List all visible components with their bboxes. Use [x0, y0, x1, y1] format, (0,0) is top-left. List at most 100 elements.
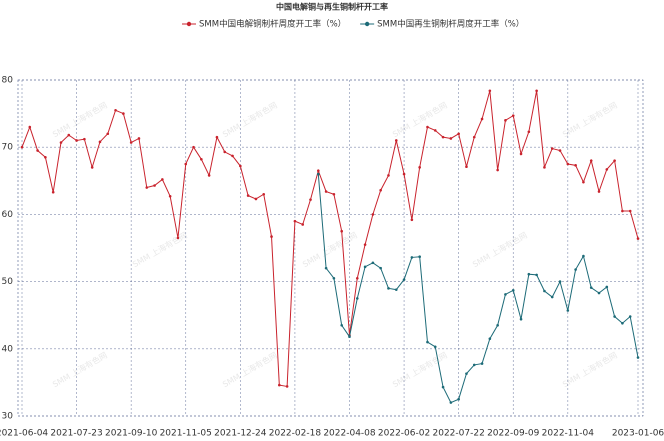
data-point — [332, 192, 336, 196]
data-point — [371, 213, 375, 216]
data-point — [324, 266, 328, 270]
data-point — [278, 383, 281, 387]
data-point — [441, 385, 445, 389]
data-point — [20, 145, 24, 149]
data-point — [270, 235, 273, 238]
watermark: SMM 上海有色网 — [471, 230, 529, 269]
data-point — [340, 323, 343, 327]
data-point — [379, 188, 382, 192]
series-line — [317, 174, 639, 404]
data-point — [262, 192, 266, 196]
data-point — [418, 255, 421, 259]
data-point — [114, 108, 117, 112]
data-point — [426, 340, 429, 344]
data-point — [535, 273, 538, 277]
data-point — [613, 159, 616, 162]
data-point — [83, 137, 86, 141]
data-point — [371, 261, 375, 265]
data-point — [480, 362, 484, 365]
legend-label: SMM中国再生铜制杆周度开工率（%） — [377, 19, 524, 30]
data-point — [145, 186, 149, 189]
watermark: SMM 上海有色网 — [221, 100, 279, 139]
data-point — [488, 89, 492, 93]
data-point — [75, 139, 78, 142]
data-point — [636, 356, 640, 359]
data-point — [340, 229, 343, 233]
x-tick-label: 2021-06-04 — [0, 429, 48, 439]
data-point — [558, 280, 562, 283]
x-tick-label: 2021-07-23 — [50, 429, 102, 439]
data-point — [317, 169, 320, 173]
data-point — [511, 114, 515, 117]
data-point — [200, 157, 203, 161]
data-point — [122, 112, 125, 115]
data-point — [106, 132, 110, 136]
data-point — [519, 317, 523, 321]
data-point — [597, 291, 601, 295]
data-point — [410, 218, 414, 222]
data-point — [176, 236, 180, 240]
data-point — [332, 276, 336, 280]
data-point — [488, 337, 492, 341]
data-point — [161, 178, 164, 181]
data-point — [363, 243, 367, 246]
data-point — [566, 162, 570, 166]
x-tick-label: 2022-07-22 — [433, 429, 485, 439]
data-point — [433, 345, 437, 349]
data-point — [324, 190, 328, 193]
data-point — [67, 133, 71, 137]
data-point — [605, 285, 609, 289]
watermark: SMM 上海有色网 — [131, 230, 189, 269]
data-point — [402, 172, 406, 176]
y-tick-label: 50 — [2, 277, 14, 287]
data-point — [129, 141, 133, 144]
y-tick-label: 70 — [2, 143, 14, 153]
data-point — [410, 256, 414, 259]
data-point — [168, 194, 172, 198]
data-point — [605, 168, 609, 171]
x-tick-label: 2021-11-05 — [160, 429, 212, 439]
data-point — [543, 289, 546, 293]
data-point — [394, 139, 398, 142]
x-tick-label: 2022-04-08 — [323, 429, 376, 439]
data-point — [550, 147, 554, 150]
data-point — [59, 141, 63, 144]
data-point — [309, 198, 312, 201]
data-point — [636, 237, 640, 240]
data-point — [355, 297, 359, 300]
data-point — [589, 159, 593, 162]
y-tick-label: 30 — [2, 412, 14, 422]
data-point — [465, 165, 468, 168]
data-point — [98, 140, 102, 144]
data-point — [519, 152, 523, 156]
watermark: SMM 上海有色网 — [561, 350, 619, 389]
x-tick-label: 2022-11-04 — [542, 429, 595, 439]
data-point — [402, 278, 406, 281]
data-point — [184, 162, 188, 166]
x-tick-label: 2022-02-18 — [269, 429, 322, 439]
data-point — [285, 385, 289, 388]
data-point — [472, 363, 476, 367]
data-point — [449, 401, 453, 404]
data-point — [504, 119, 507, 122]
data-point — [363, 265, 367, 269]
data-point — [239, 164, 242, 168]
y-tick-label: 60 — [2, 210, 14, 220]
data-point — [28, 125, 32, 129]
data-point — [387, 287, 390, 290]
data-point — [582, 254, 585, 258]
data-point — [348, 335, 351, 339]
data-point — [379, 266, 382, 270]
data-point — [293, 219, 297, 223]
x-tick-label: 2022-06-02 — [378, 429, 430, 439]
data-point — [527, 272, 531, 276]
data-point — [90, 166, 94, 169]
chart-title: 中国电解铜与再生铜制杆开工率 — [276, 2, 388, 12]
legend-marker — [186, 21, 192, 27]
data-point — [574, 268, 577, 271]
data-point — [394, 288, 398, 291]
data-point — [441, 135, 445, 139]
data-point — [137, 137, 141, 140]
data-point — [246, 194, 250, 197]
